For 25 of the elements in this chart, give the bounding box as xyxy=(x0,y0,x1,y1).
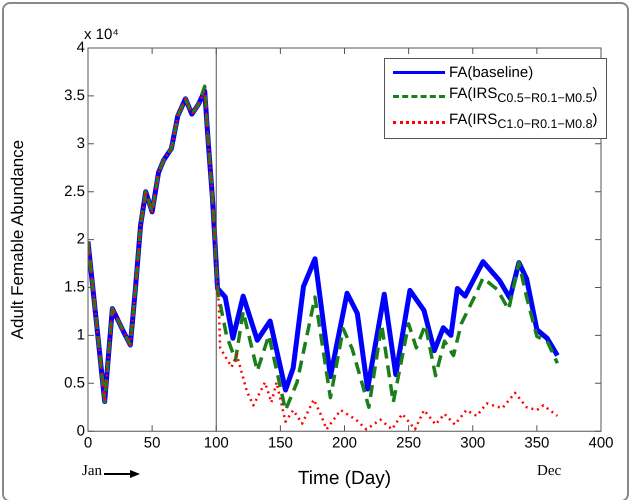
y-axis-title: Adult Femable Abundance xyxy=(8,140,27,340)
x-tick-label: 50 xyxy=(144,434,160,452)
legend-label: FA(IRS$_{C0.5−R0.1−M0.5}$) xyxy=(449,84,598,107)
y-tick-label: 0.5 xyxy=(64,374,85,392)
x-tick-label: 250 xyxy=(396,434,422,452)
text: Dec xyxy=(537,463,562,480)
y-tick-label: 2 xyxy=(76,230,85,248)
x-tick-label: 150 xyxy=(268,434,293,452)
x-axis-title: Time (Day) xyxy=(298,468,392,489)
x-tick-label: 200 xyxy=(332,434,358,452)
x-tick-label: 400 xyxy=(588,434,614,452)
y-tick-label: 0 xyxy=(76,422,85,440)
text: Jan xyxy=(82,463,102,480)
y-tick-label: 1.5 xyxy=(64,278,85,296)
text: x 10⁴ xyxy=(84,26,119,43)
y-tick-label: 4 xyxy=(76,39,85,56)
x-tick-label: 100 xyxy=(204,434,229,452)
legend-label: FA(baseline) xyxy=(449,63,534,83)
x-tick-label: 300 xyxy=(460,434,486,452)
legend-label: FA(IRS$_{C1.0−R0.1−M0.8}$) xyxy=(449,110,598,133)
y-tick-label: 1 xyxy=(76,326,85,344)
x-tick-label: 350 xyxy=(524,434,550,452)
y-tick-label: 3 xyxy=(76,134,85,152)
y-tick-label: 2.5 xyxy=(64,182,85,200)
y-tick-label: 3.5 xyxy=(64,87,85,104)
